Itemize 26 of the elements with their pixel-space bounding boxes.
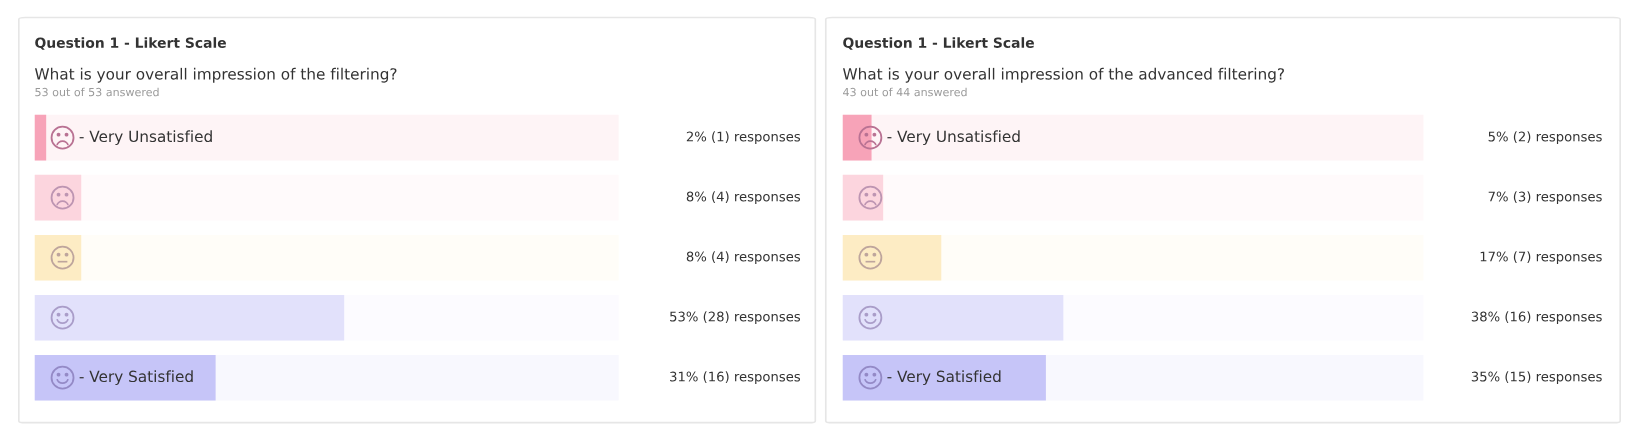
data-label: 53% (28) responses <box>670 311 801 325</box>
bar <box>842 114 872 161</box>
chart-title: Question 1 - Likert Scale <box>843 37 1034 50</box>
data-label: 2% (1) responses <box>686 131 801 145</box>
data-label: 31% (16) responses <box>670 371 801 385</box>
chart-subtitle: What is your overall impression of the filtering? <box>35 67 397 83</box>
data-label: 35% (15) responses <box>1471 371 1602 385</box>
chart-subtitle: What is your overall impression of the advanced filtering? <box>843 67 1284 83</box>
data-label: 7% (3) responses <box>1488 191 1602 205</box>
data-label: 5% (2) responses <box>1488 131 1602 145</box>
bar <box>34 114 47 161</box>
bar <box>842 174 884 221</box>
y-tick-label: - Very Satisfied <box>79 370 193 386</box>
chart-title: Question 1 - Likert Scale <box>35 37 226 50</box>
bar <box>34 174 82 221</box>
text: 53 out of 53 answered <box>35 87 159 97</box>
y-tick-label: - Very Unsatisfied <box>79 130 212 146</box>
data-label: 8% (4) responses <box>686 251 801 265</box>
data-label: 38% (16) responses <box>1471 311 1602 325</box>
bar <box>842 234 942 281</box>
y-tick-label: - Very Unsatisfied <box>887 130 1020 146</box>
data-label: 17% (7) responses <box>1480 251 1602 265</box>
y-tick-label: - Very Satisfied <box>887 370 1001 386</box>
text: 43 out of 44 answered <box>843 87 967 97</box>
data-label: 8% (4) responses <box>686 191 801 205</box>
bar <box>34 234 82 281</box>
